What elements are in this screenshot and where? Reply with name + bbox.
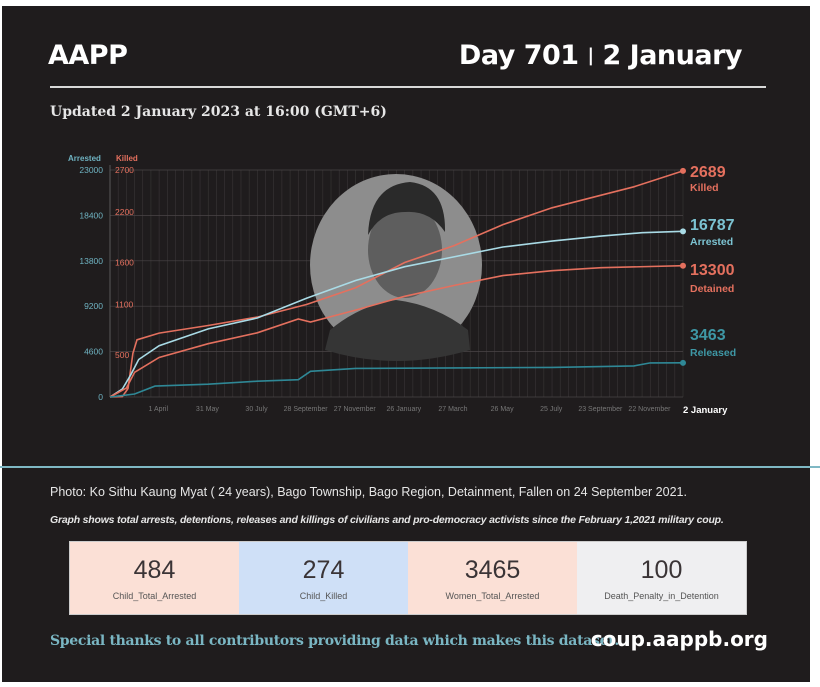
y-tick-killed: 500	[115, 350, 129, 360]
x-tick-label: 27 November	[334, 406, 377, 413]
stat-label: Death_Penalty_in_Detention	[604, 590, 719, 601]
x-tick-label: 27 March	[438, 406, 467, 413]
stat-label: Women_Total_Arrested	[445, 590, 540, 601]
y-axis-title-killed: Killed	[116, 154, 138, 163]
cumulative-chart: 0 4600 9200 13800 18400 23000 500 1100 1600 2200 2…	[68, 154, 736, 416]
stat-value: 100	[640, 555, 683, 584]
series-endpoint-released	[680, 359, 686, 366]
y-tick-killed: 2700	[115, 165, 134, 175]
series-line-killed	[109, 170, 684, 398]
x-end-label: 2 January	[683, 405, 728, 416]
separator: |	[587, 45, 594, 66]
website-link[interactable]: coup.aappb.org	[590, 627, 768, 651]
y-tick-arrested: 18400	[79, 210, 103, 220]
series-endpoint-killed	[680, 167, 686, 174]
graph-note: Graph shows total arrests, detentions, r…	[50, 514, 724, 526]
stat-card-child-killed: 274 Child_Killed	[239, 542, 408, 614]
axis-labels: 0 4600 9200 13800 18400 23000 500 1100 1600 2200 2…	[68, 154, 728, 416]
y-tick-arrested: 23000	[79, 165, 103, 175]
series-line-detained	[109, 264, 684, 398]
stat-card-women-arrested: 3465 Women_Total_Arrested	[408, 542, 577, 614]
stat-value: 3465	[464, 555, 521, 584]
y-tick-arrested: 0	[98, 392, 103, 402]
stat-card-death-penalty: 100 Death_Penalty_in_Detention	[577, 542, 746, 614]
y-tick-arrested: 4600	[84, 347, 103, 357]
brand-title: AAPP	[48, 40, 128, 71]
y-tick-killed: 1600	[115, 257, 134, 267]
stat-value: 484	[133, 555, 176, 584]
x-tick-label: 31 May	[196, 406, 219, 413]
photo-caption: Photo: Ko Sithu Kaung Myat ( 24 years), …	[50, 485, 687, 499]
y-tick-arrested: 13800	[79, 256, 103, 266]
thanks-note: Special thanks to all contributors provi…	[50, 633, 619, 649]
end-name-released: Released	[690, 347, 736, 359]
updated-timestamp: Updated 2 January 2023 at 16:00 (GMT+6)	[50, 104, 387, 120]
y-tick-arrested: 9200	[84, 301, 103, 311]
day-counter: Day 701 | 2 January	[458, 40, 743, 71]
end-name-detained: Detained	[690, 283, 734, 295]
series-endpoint-arrested	[680, 228, 686, 235]
photo-hair	[368, 182, 446, 235]
date-label: 2 January	[602, 40, 742, 71]
x-tick-label: 30 July	[245, 406, 268, 413]
stats-cards: 484 Child_Total_Arrested 274 Child_Killed …	[69, 541, 747, 615]
photo-shirt	[325, 300, 470, 361]
series-line-released	[109, 361, 684, 398]
y-tick-killed: 2200	[115, 207, 134, 217]
day-label: Day 701	[458, 40, 579, 71]
header-divider	[50, 86, 766, 88]
x-tick-label: 1 April	[149, 406, 169, 413]
series-lines	[109, 167, 686, 398]
stat-card-child-arrested: 484 Child_Total_Arrested	[70, 542, 239, 614]
series-endpoint-detained	[680, 262, 686, 269]
y-tick-killed: 1100	[115, 300, 134, 310]
x-tick-label: 28 September	[284, 406, 329, 413]
stat-label: Child_Killed	[299, 590, 348, 601]
end-name-killed: Killed	[690, 182, 719, 194]
end-value-killed: 2689	[690, 164, 726, 181]
end-value-detained: 13300	[690, 262, 735, 279]
y-axis-title-arrested: Arrested	[68, 154, 101, 163]
stat-label: Child_Total_Arrested	[112, 590, 197, 601]
end-value-arrested: 16787	[690, 217, 735, 234]
x-tick-label: 22 November	[628, 406, 671, 413]
section-divider	[0, 466, 820, 468]
stat-value: 274	[302, 555, 345, 584]
series-line-arrested	[109, 230, 684, 398]
end-value-released: 3463	[690, 327, 726, 344]
x-tick-label: 23 September	[578, 406, 623, 413]
x-tick-label: 26 January	[387, 406, 422, 413]
x-tick-label: 25 July	[540, 406, 563, 413]
end-name-arrested: Arrested	[690, 236, 733, 248]
x-tick-label: 26 May	[491, 406, 514, 413]
photo-face	[368, 202, 442, 298]
